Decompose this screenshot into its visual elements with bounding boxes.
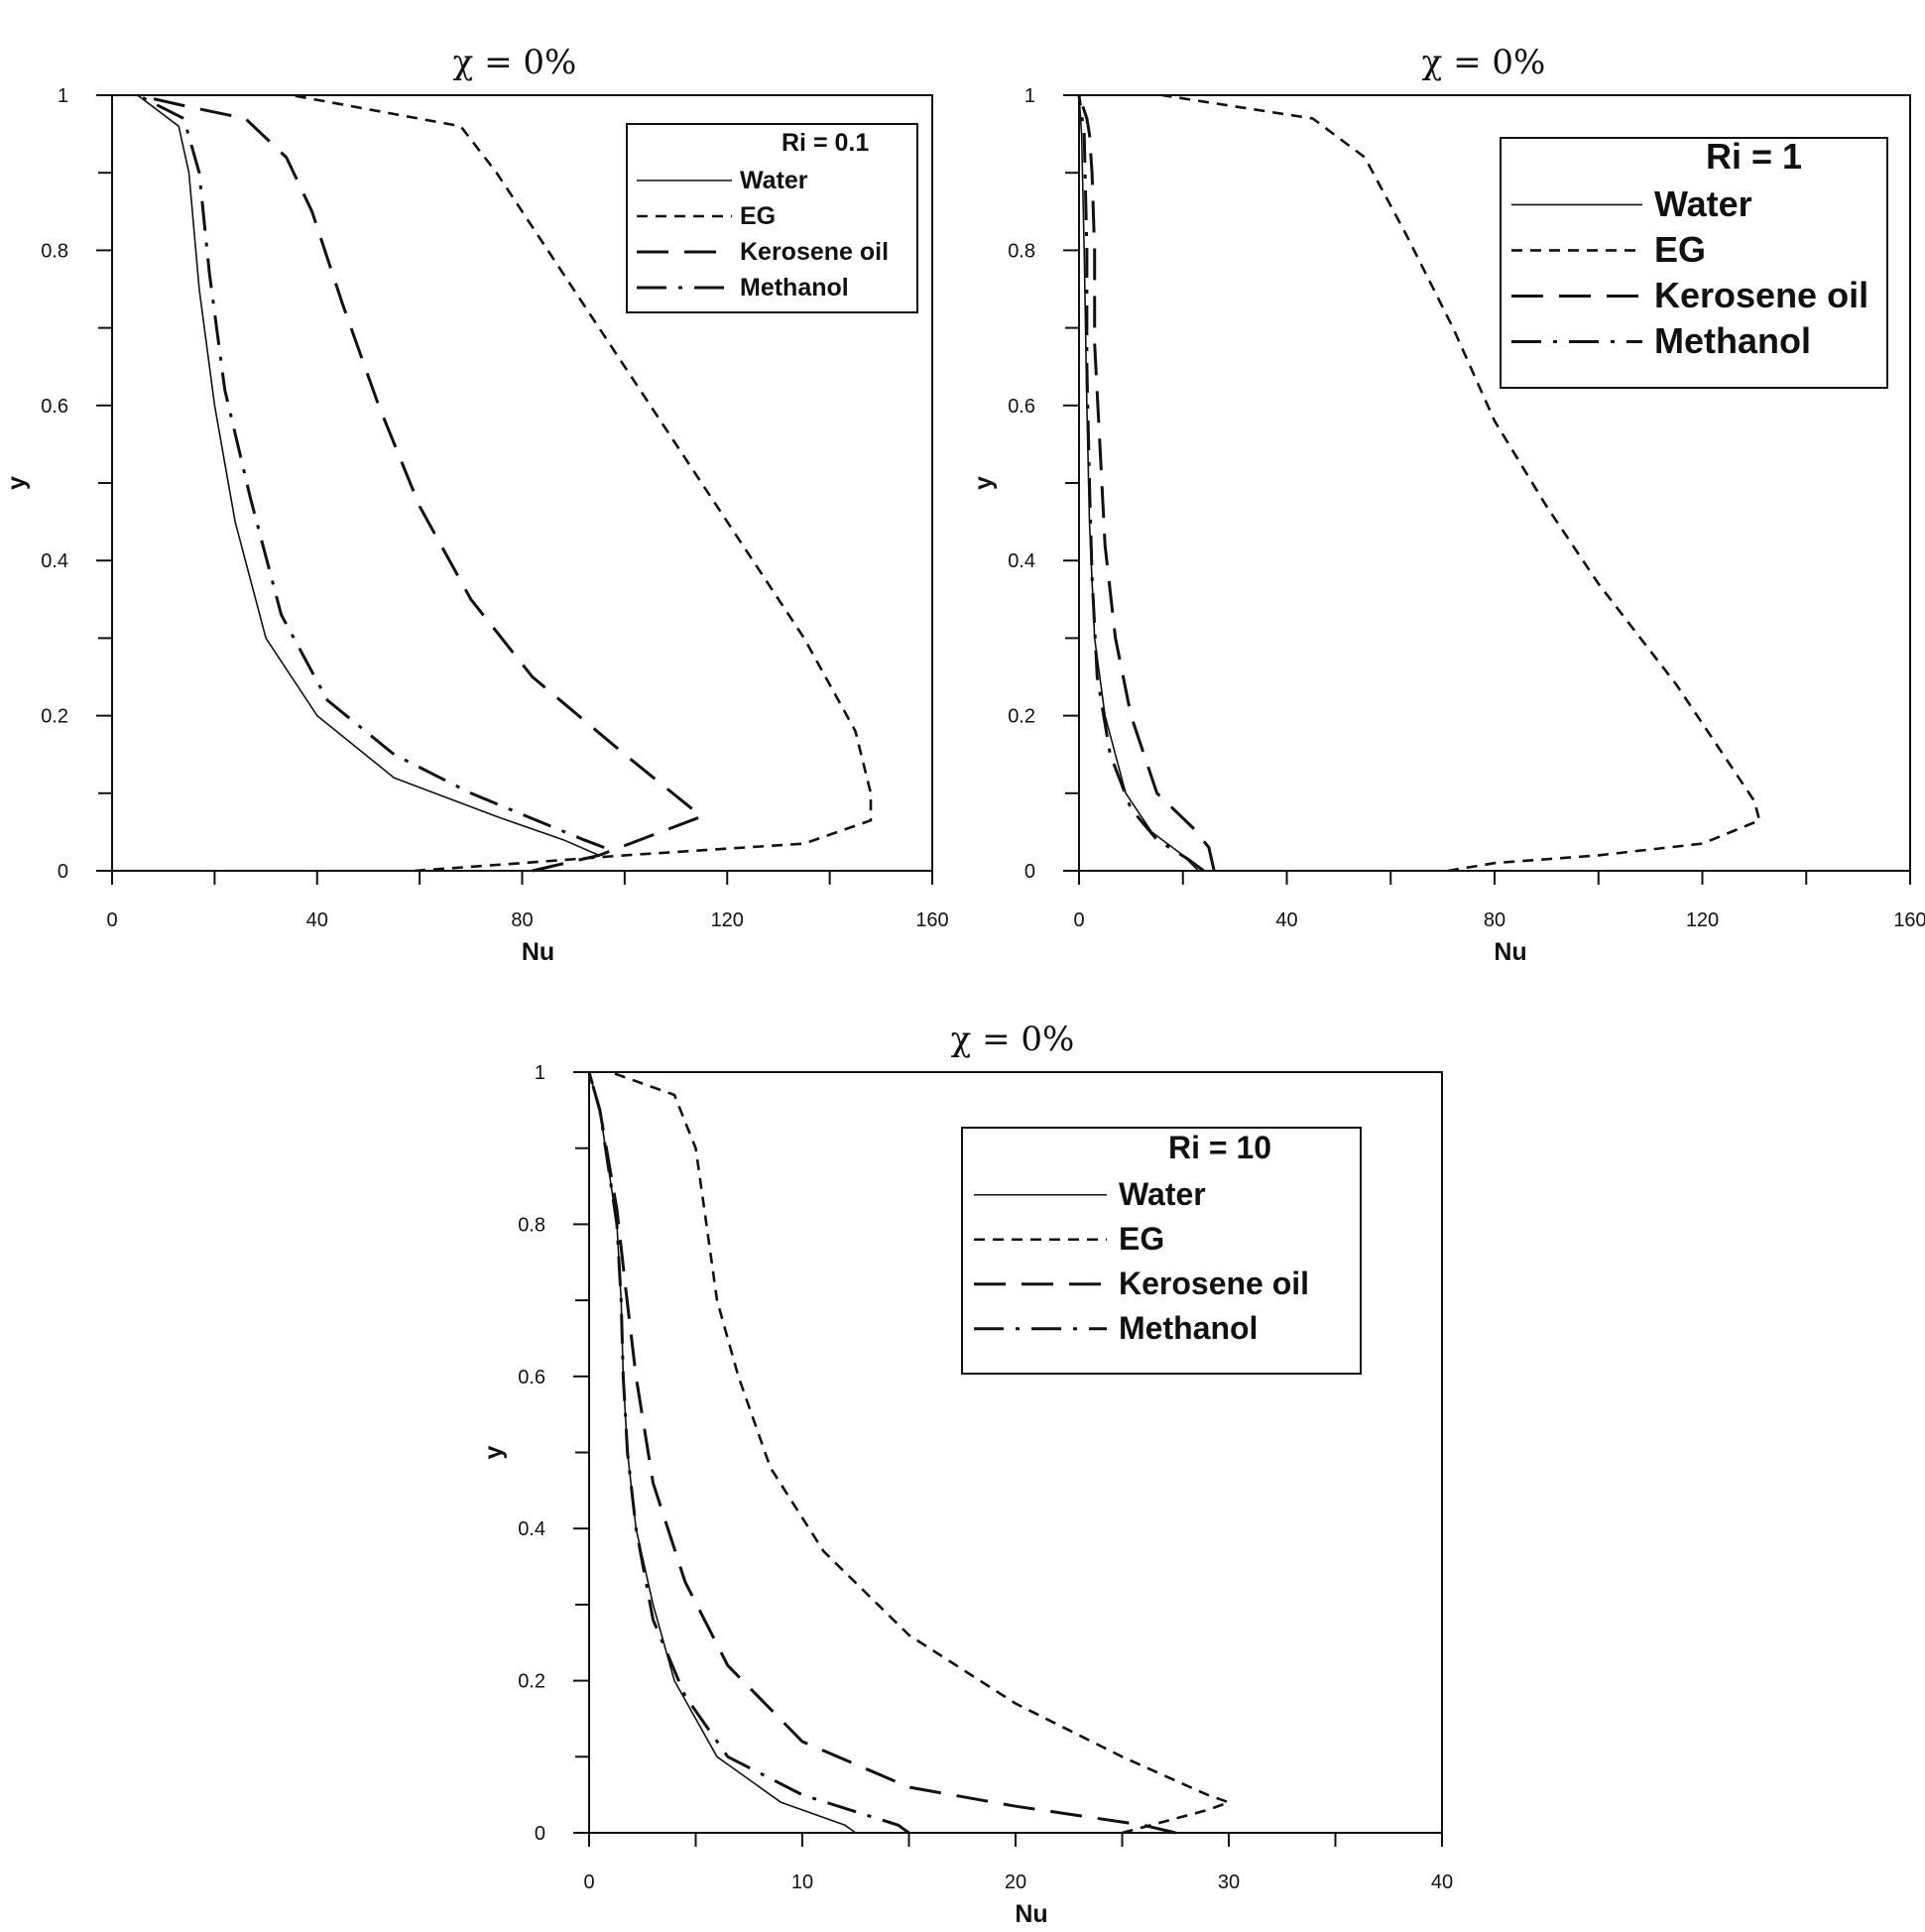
- x-tick-label: 40: [306, 909, 328, 931]
- x-axis-label: Nu: [1015, 1900, 1047, 1928]
- legend-box: [961, 1127, 1362, 1375]
- series-line-kerosene-oil: [137, 93, 703, 873]
- series-line-eg: [610, 1070, 1231, 1835]
- series-line-water: [588, 1071, 857, 1834]
- x-tick-label: 160: [915, 909, 948, 931]
- x-axis-label: Nu: [1494, 938, 1526, 966]
- x-tick-label: 20: [1005, 1872, 1026, 1893]
- x-tick-label: 40: [1431, 1872, 1453, 1893]
- legend-label: EG: [1119, 1221, 1164, 1257]
- y-tick-label: 0: [58, 861, 68, 883]
- x-axis-label: Nu: [522, 938, 554, 966]
- legend-heading: Ri = 10: [1168, 1130, 1271, 1165]
- y-tick-label: 0: [535, 1823, 545, 1845]
- legend-label: Methanol: [740, 274, 849, 302]
- series-line-eg: [291, 93, 873, 873]
- chart-title: χ = 0%: [951, 1020, 1075, 1059]
- y-tick-label: 0.8: [41, 240, 68, 262]
- y-axis-label: y: [3, 476, 31, 490]
- x-tick-label: 40: [1275, 909, 1297, 931]
- y-tick-label: 0.2: [41, 706, 68, 728]
- y-tick-label: 0.4: [518, 1518, 545, 1540]
- series-line-water: [1078, 94, 1200, 872]
- y-tick-label: 0.8: [1008, 240, 1035, 262]
- x-tick-label: 120: [711, 909, 744, 931]
- legend: Ri = 0.1 Water EG Kerosene oil Methanol: [626, 123, 918, 313]
- legend-label: EG: [740, 202, 776, 230]
- series-line-kerosene-oil: [587, 1071, 1176, 1835]
- y-tick-label: 0.6: [1008, 396, 1035, 418]
- legend-box: [626, 123, 918, 313]
- legend-heading: Ri = 1: [1706, 136, 1802, 177]
- y-axis-label: y: [480, 1445, 508, 1459]
- y-tick-label: 0.4: [1008, 550, 1035, 572]
- y-tick-label: 0.6: [518, 1367, 545, 1389]
- x-tick-label: 30: [1218, 1872, 1240, 1893]
- legend-label: Water: [1654, 183, 1752, 224]
- series-line-methanol: [1077, 94, 1205, 873]
- x-tick-label: 10: [791, 1872, 813, 1893]
- legend-label: Water: [740, 167, 808, 194]
- legend-label: Methanol: [1119, 1310, 1258, 1346]
- legend-label: Kerosene oil: [1119, 1266, 1309, 1301]
- legend-box: [1500, 137, 1888, 389]
- y-tick-label: 0.2: [518, 1671, 545, 1693]
- x-tick-label: 80: [1484, 909, 1505, 931]
- y-tick-label: 1: [535, 1062, 545, 1084]
- y-tick-label: 0.4: [41, 550, 68, 572]
- x-tick-label: 0: [106, 909, 117, 931]
- legend-label: Kerosene oil: [740, 238, 889, 266]
- x-tick-label: 0: [1073, 909, 1084, 931]
- series-line-methanol: [137, 93, 605, 849]
- chart-panel-2: χ = 0% 0 0.2 0.4 0.6 0.8 1 0 40 80 120 160 Nu y Ri = 1…: [970, 43, 1925, 966]
- legend: Ri = 10 Water EG Kerosene oil Methanol: [961, 1127, 1362, 1375]
- legend-heading: Ri = 0.1: [782, 129, 869, 157]
- x-tick-label: 120: [1686, 909, 1719, 931]
- y-axis-label: y: [970, 476, 998, 490]
- y-tick-label: 0.6: [41, 396, 68, 418]
- y-tick-label: 0.8: [518, 1214, 545, 1236]
- series-line-methanol: [587, 1071, 910, 1835]
- legend-label: EG: [1654, 229, 1706, 270]
- legend: Ri = 1 Water EG Kerosene oil Methanol: [1500, 136, 1888, 389]
- chart-title: χ = 0%: [1422, 43, 1546, 82]
- y-tick-label: 0.2: [1008, 706, 1035, 728]
- legend-label: Water: [1119, 1176, 1206, 1212]
- y-tick-label: 1: [58, 85, 68, 107]
- series-line-water: [137, 94, 600, 857]
- legend-label: Kerosene oil: [1654, 275, 1868, 315]
- legend-label: Methanol: [1654, 320, 1811, 361]
- x-tick-label: 80: [511, 909, 533, 931]
- y-tick-label: 0: [1024, 861, 1035, 883]
- y-tick-label: 1: [1024, 85, 1035, 107]
- chart-title: χ = 0%: [453, 43, 577, 82]
- x-tick-label: 160: [1893, 909, 1925, 931]
- chart-panel-1: χ = 0% 0 0.2 0.4 0.6 0.8 1 0 40 80 120 160 Nu y Ri = 0…: [3, 43, 949, 966]
- x-tick-label: 0: [583, 1872, 594, 1893]
- series-line-kerosene-oil: [1077, 94, 1216, 872]
